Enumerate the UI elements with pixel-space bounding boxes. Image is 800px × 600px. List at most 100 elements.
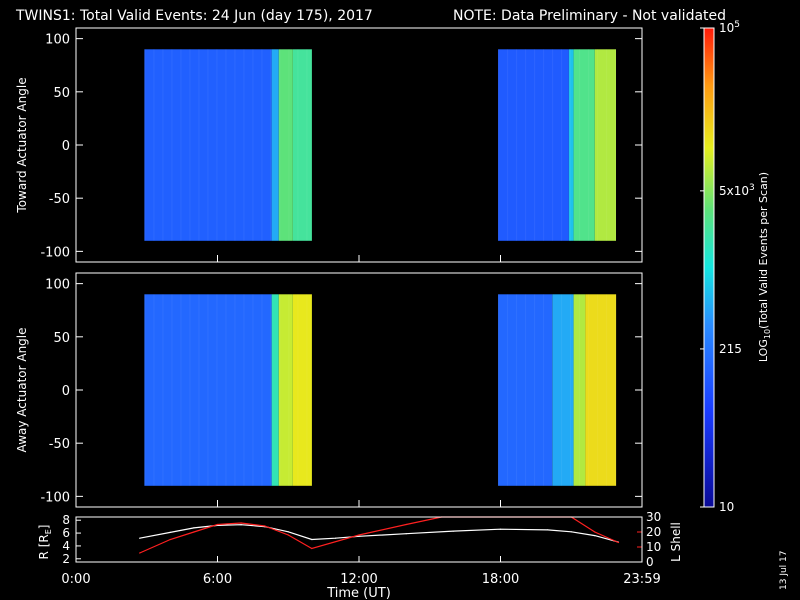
away-block-1-band-3 — [585, 294, 617, 486]
orbit-series-0-point-15 — [594, 535, 596, 537]
away-block-0-stripe-5 — [189, 294, 191, 486]
toward-block-1-stripe-7 — [561, 49, 563, 241]
orbit-series-0-point-1 — [169, 531, 171, 534]
orbit-series-0-point-9 — [358, 535, 360, 537]
toward-block-0-stripe-15 — [279, 49, 281, 241]
away-block-0-band-1 — [271, 294, 279, 486]
orbit-left-ytick-label-0: 8 — [62, 513, 70, 527]
away-block-0-stripe-0 — [144, 294, 146, 486]
time-axis-label: Time (UT) — [326, 586, 391, 600]
orbit-left-ylabel: R [RE] — [37, 525, 53, 560]
away-block-0-stripe-9 — [225, 294, 227, 486]
orbit-series-1-point-1 — [169, 538, 171, 541]
toward-block-0-stripe-16 — [288, 49, 290, 241]
toward-block-1-stripe-2 — [516, 49, 518, 241]
away-block-1-stripe-8 — [570, 294, 572, 486]
away-block-0-stripe-13 — [261, 294, 263, 486]
away-block-1-stripe-13 — [615, 294, 617, 486]
toward-block-1-band-1 — [568, 49, 574, 241]
orbit-series-0-point-12 — [499, 528, 502, 530]
away-block-1-band-0 — [498, 294, 553, 486]
colorbar-label: LOG10(Total Valid Events per Scan) — [757, 172, 772, 362]
orbit-series-1-point-8 — [358, 534, 360, 536]
toward-block-0-stripe-17 — [297, 49, 299, 241]
orbit-series-1-point-3 — [216, 523, 219, 526]
colorbar-tick-label-2: 215 — [719, 342, 742, 356]
toward-block-0-stripe-6 — [198, 49, 200, 241]
toward-block-0-stripe-2 — [162, 49, 164, 241]
toward-block-0-band-0 — [144, 49, 272, 241]
orbit-series-0-point-0 — [139, 537, 141, 539]
toward-block-0-stripe-14 — [270, 49, 272, 241]
toward-ytick-label-0: 100 — [45, 33, 70, 48]
colorbar-tick-label-1: 5x103 — [719, 183, 755, 198]
colorbar-tick-label-0: 105 — [719, 20, 740, 35]
orbit-series-1-point-0 — [139, 552, 141, 554]
toward-block-1-stripe-4 — [534, 49, 536, 241]
away-block-1-stripe-11 — [597, 294, 599, 486]
orbit-series-0-point-7 — [311, 538, 313, 541]
toward-block-0-stripe-4 — [180, 49, 182, 241]
toward-heatmap-panel: 100 50 0 -50 -100 — [40, 33, 643, 262]
orbit-series-1-point-6 — [287, 534, 289, 536]
toward-block-0-stripe-8 — [216, 49, 218, 241]
toward-block-0-band-3 — [293, 49, 312, 241]
orbit-series-0-point-10 — [405, 533, 407, 535]
away-block-1-stripe-12 — [606, 294, 608, 486]
toward-block-1-stripe-0 — [498, 49, 500, 241]
away-block-1-stripe-1 — [507, 294, 509, 486]
orbit-series-0-point-11 — [452, 530, 454, 532]
away-block-1-stripe-0 — [498, 294, 500, 486]
away-block-0-stripe-15 — [279, 294, 281, 486]
away-block-1-stripe-7 — [561, 294, 563, 486]
away-block-0-stripe-8 — [216, 294, 218, 486]
orbit-right-ylabel: L Shell — [669, 522, 683, 562]
toward-block-0-stripe-3 — [171, 49, 173, 241]
away-block-0-stripe-10 — [234, 294, 236, 486]
date-stamp: 13 Jul 17 — [779, 551, 789, 591]
away-block-0-stripe-2 — [162, 294, 164, 486]
toward-ytick-label-1: 50 — [53, 86, 70, 101]
toward-block-0-stripe-9 — [225, 49, 227, 241]
time-xtick-label-2: 12:00 — [340, 572, 377, 587]
orbit-right-ytick-label-3: 0 — [646, 555, 654, 569]
toward-block-1-stripe-6 — [552, 49, 554, 241]
orbit-series-1-point-7 — [311, 547, 313, 550]
away-block-0-stripe-16 — [288, 294, 290, 486]
orbit-left-ytick-label-1: 6 — [62, 526, 70, 540]
toward-block-1-stripe-10 — [588, 49, 590, 241]
away-block-0-band-0 — [144, 294, 272, 486]
orbit-left-ytick-label-3: 2 — [62, 552, 70, 566]
away-block-1-stripe-5 — [543, 294, 545, 486]
away-block-1-band-1 — [552, 294, 574, 486]
toward-block-1-stripe-8 — [570, 49, 572, 241]
away-block-1-stripe-9 — [579, 294, 581, 486]
orbit-left-ytick-label-2: 4 — [62, 539, 70, 553]
orbit-series-1-point-12 — [594, 531, 596, 533]
toward-block-1-band-0 — [498, 49, 569, 241]
chart-title: TWINS1: Total Valid Events: 24 Jun (day … — [15, 8, 373, 24]
toward-block-0-stripe-13 — [261, 49, 263, 241]
away-ytick-label-0: 100 — [45, 278, 70, 293]
toward-ytick-label-2: 0 — [62, 139, 70, 154]
orbit-series-1-point-13 — [617, 541, 620, 544]
away-block-0-band-2 — [278, 294, 293, 486]
away-block-0-stripe-11 — [243, 294, 245, 486]
toward-block-0-stripe-1 — [153, 49, 155, 241]
toward-block-0-stripe-0 — [144, 49, 146, 241]
away-panel-frame — [75, 272, 643, 508]
time-xtick-label-3: 18:00 — [482, 572, 519, 587]
away-block-1-stripe-10 — [588, 294, 590, 486]
toward-block-0-stripe-5 — [189, 49, 191, 241]
toward-block-0-band-1 — [271, 49, 279, 241]
orbit-series-0-point-8 — [334, 537, 336, 539]
orbit-series-0-point-4 — [240, 524, 242, 526]
toward-block-0-stripe-10 — [234, 49, 236, 241]
toward-block-0-stripe-18 — [306, 49, 308, 241]
away-block-0-stripe-12 — [252, 294, 254, 486]
away-block-1-stripe-4 — [534, 294, 536, 486]
toward-ytick-label-4: -100 — [40, 245, 70, 260]
colorbar-tick-label-3: 10 — [719, 500, 734, 514]
orbit-right-ytick-label-1: 20 — [646, 525, 661, 539]
